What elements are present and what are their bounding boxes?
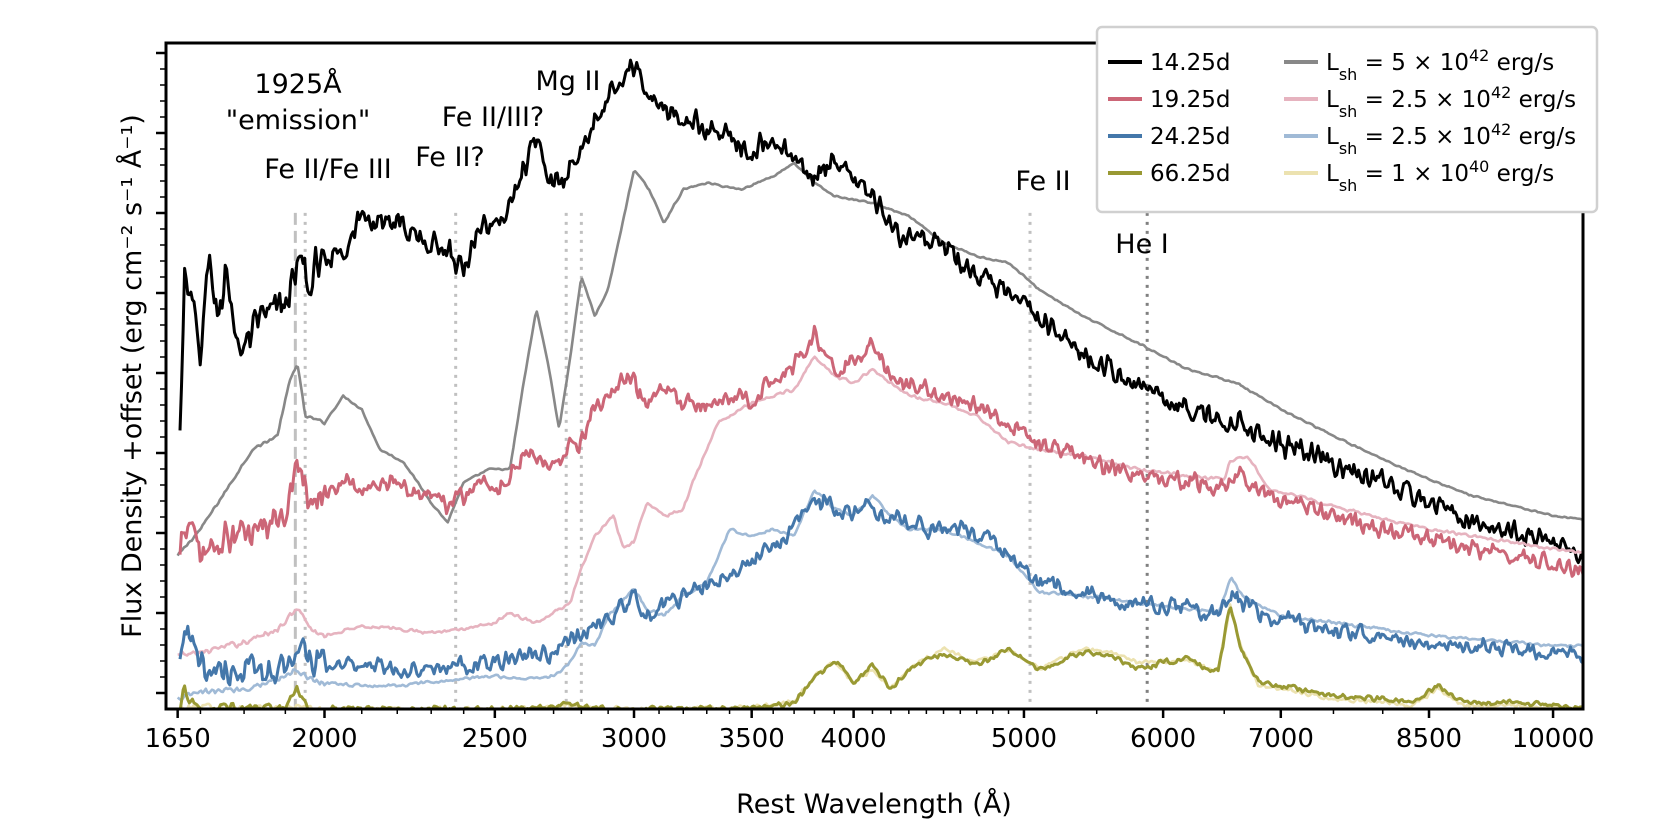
plot-frame [164, 41, 1585, 711]
series-model_24 [176, 489, 1583, 702]
y-axis-title: Flux Density +offset (erg cm⁻² s⁻¹ Å⁻¹) [116, 114, 148, 638]
legend: 14.25d 19.25d 24.25d 66.25d Lsh = 5 × 1042 … [1095, 25, 1599, 214]
annotation-he1: He I [1115, 229, 1168, 260]
series-model_19 [177, 355, 1583, 657]
annotation-fe2-fe3: Fe II/Fe III [264, 154, 391, 185]
legend-label-model_19: Lsh = 2.5 × 1042 erg/s [1326, 83, 1576, 121]
annotations: 1925Å "emission" Fe II/Fe III Fe II? Fe … [226, 66, 1169, 260]
x-axis: 1650 2000 2500 3000 3500 4000 5000 6000 7000 8500… [145, 709, 1595, 754]
legend-label-obs_24: 24.25d [1150, 124, 1230, 150]
annotation-fe2-3-q: Fe II/III? [442, 102, 545, 133]
annotation-emission: "emission" [226, 105, 371, 136]
x-tick-label-6000: 6000 [1130, 724, 1196, 754]
series-layer [176, 58, 1583, 709]
series-obs_24 [178, 493, 1583, 687]
x-tick-label-8500: 8500 [1396, 724, 1462, 754]
legend-label-model_66: Lsh = 1 × 1040 erg/s [1326, 157, 1554, 195]
x-tick-label-2500: 2500 [462, 724, 528, 754]
x-tick-label-3500: 3500 [719, 724, 785, 754]
x-tick-label-7000: 7000 [1248, 724, 1314, 754]
legend-label-obs_66: 66.25d [1150, 161, 1230, 187]
series-model_66 [178, 603, 1583, 709]
series-obs_19 [178, 324, 1583, 578]
x-tick-label-10000: 10000 [1512, 724, 1595, 754]
annotation-fe2: Fe II [1015, 166, 1070, 197]
legend-label-model_14: Lsh = 5 × 1042 erg/s [1326, 46, 1554, 84]
x-tick-label-5000: 5000 [991, 724, 1057, 754]
annotation-1925: 1925Å [254, 68, 342, 100]
annotation-mg2: Mg II [536, 66, 601, 97]
x-tick-label-3000: 3000 [601, 724, 667, 754]
x-axis-title: Rest Wavelength (Å) [736, 788, 1012, 820]
legend-label-model_24: Lsh = 2.5 × 1042 erg/s [1326, 120, 1576, 158]
annotation-fe2-q: Fe II? [415, 142, 485, 173]
legend-label-obs_14: 14.25d [1150, 50, 1230, 76]
x-tick-label-2000: 2000 [291, 724, 357, 754]
y-axis [156, 51, 166, 695]
legend-label-obs_19: 19.25d [1150, 87, 1230, 113]
legend-frame [1095, 25, 1599, 214]
series-obs_14 [178, 58, 1583, 565]
x-tick-label-1650: 1650 [145, 724, 211, 754]
x-tick-label-4000: 4000 [821, 724, 887, 754]
line-markers [293, 212, 1149, 707]
